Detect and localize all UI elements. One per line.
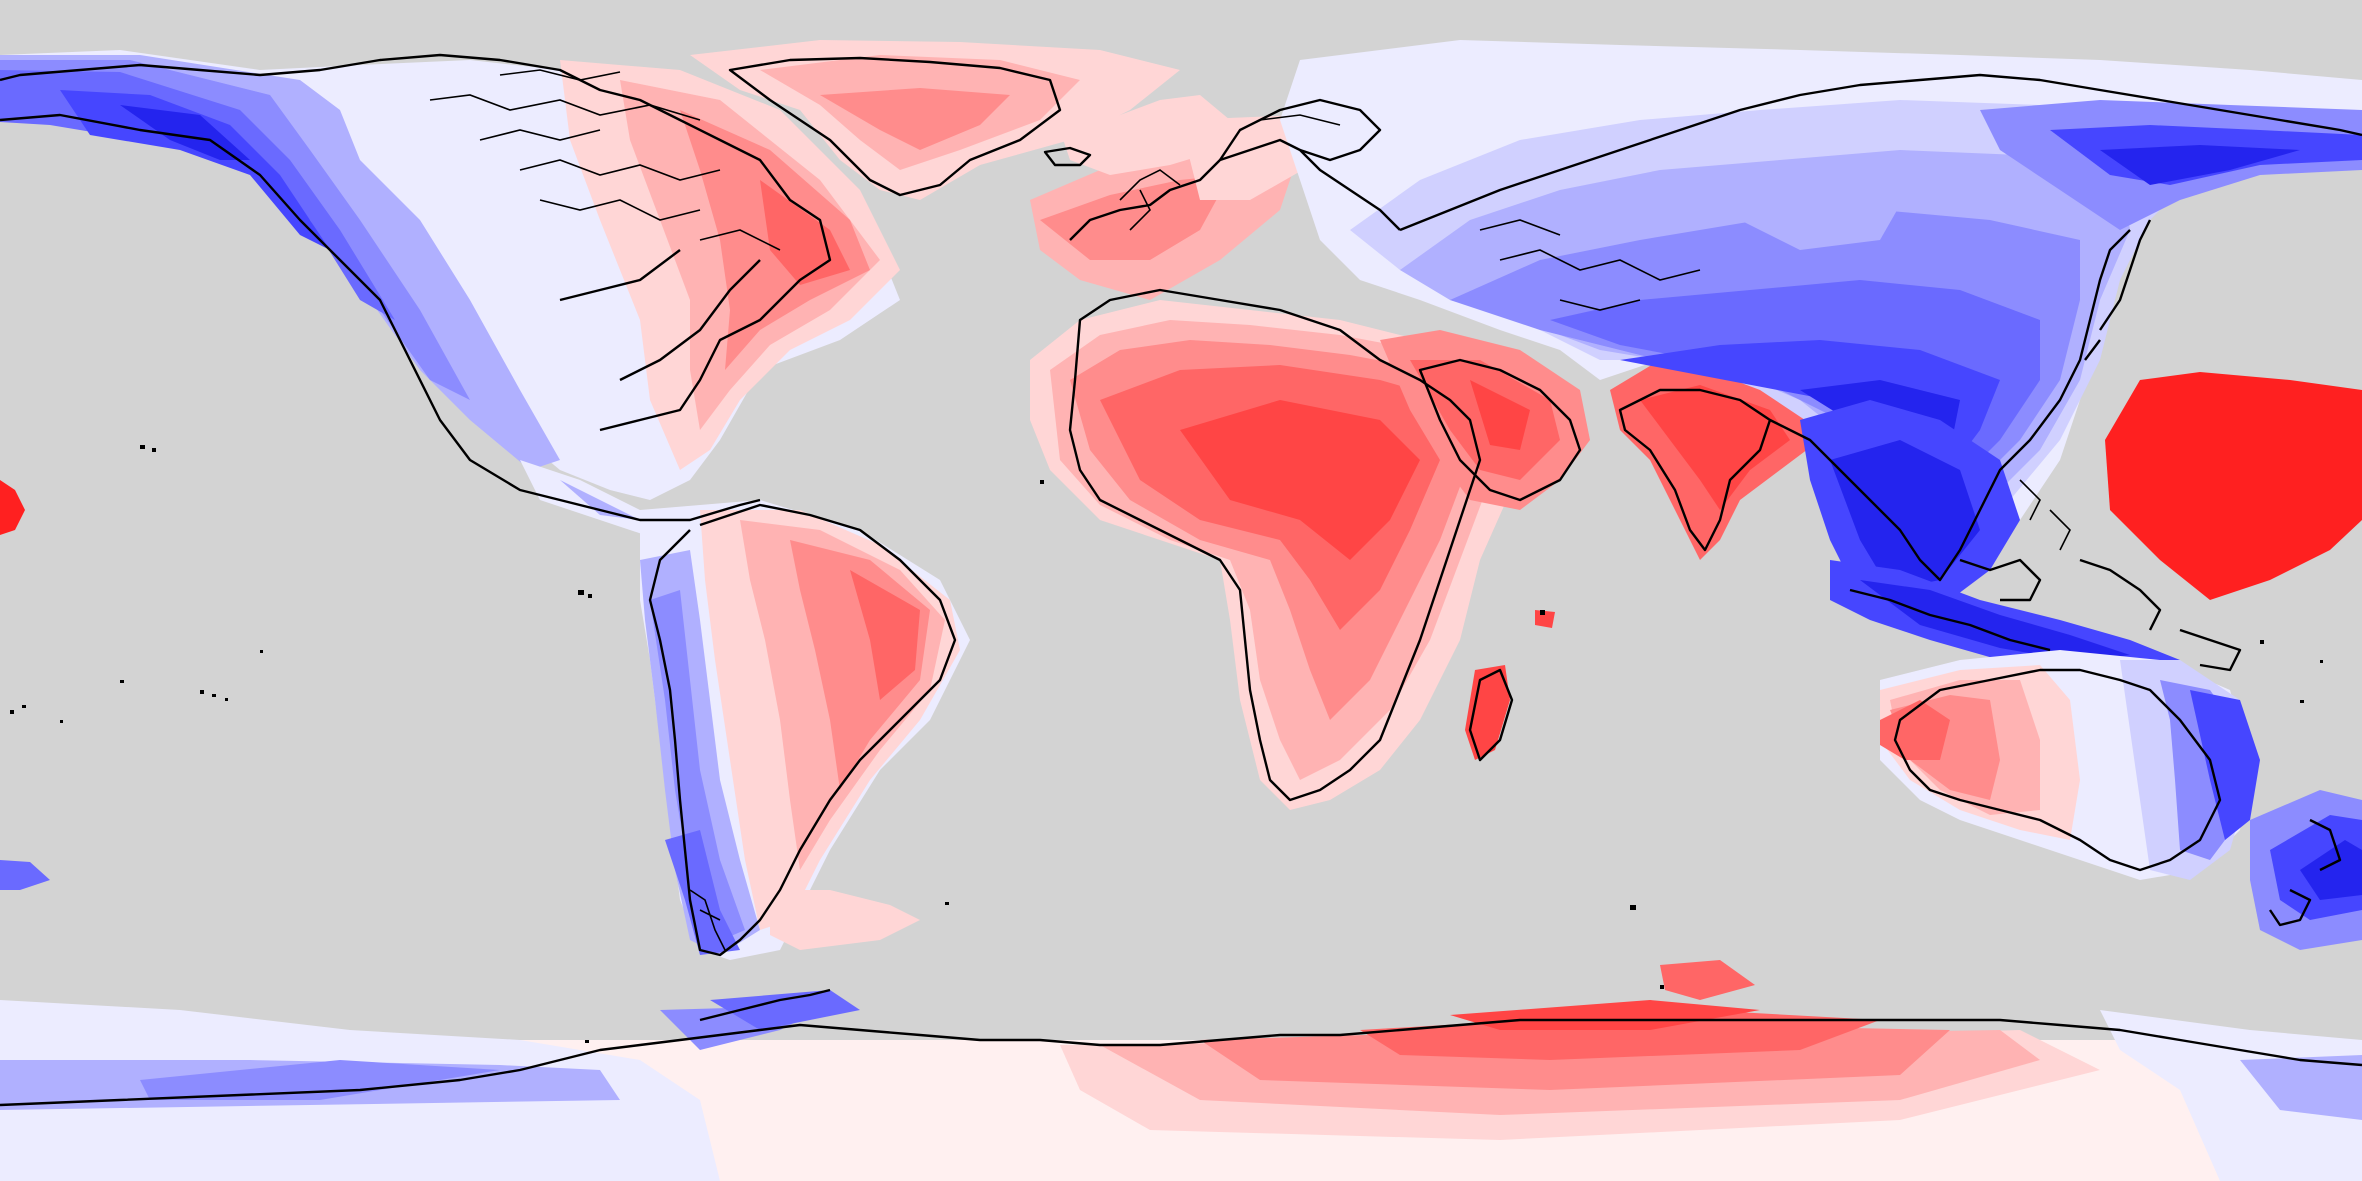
europe-africa-field — [1030, 95, 1590, 810]
central-pacific-patch — [2105, 372, 2362, 600]
coastlines — [0, 53, 2362, 1107]
australia-field — [1880, 650, 2362, 950]
greenland-field — [690, 40, 1180, 200]
north-america-field — [0, 50, 900, 540]
asia-field — [1280, 40, 2362, 680]
small-islands — [10, 445, 2323, 1043]
india-field — [1610, 360, 1820, 560]
pacific-patches — [0, 372, 2362, 890]
south-america-field — [640, 500, 970, 960]
antarctica-field — [0, 960, 2362, 1181]
